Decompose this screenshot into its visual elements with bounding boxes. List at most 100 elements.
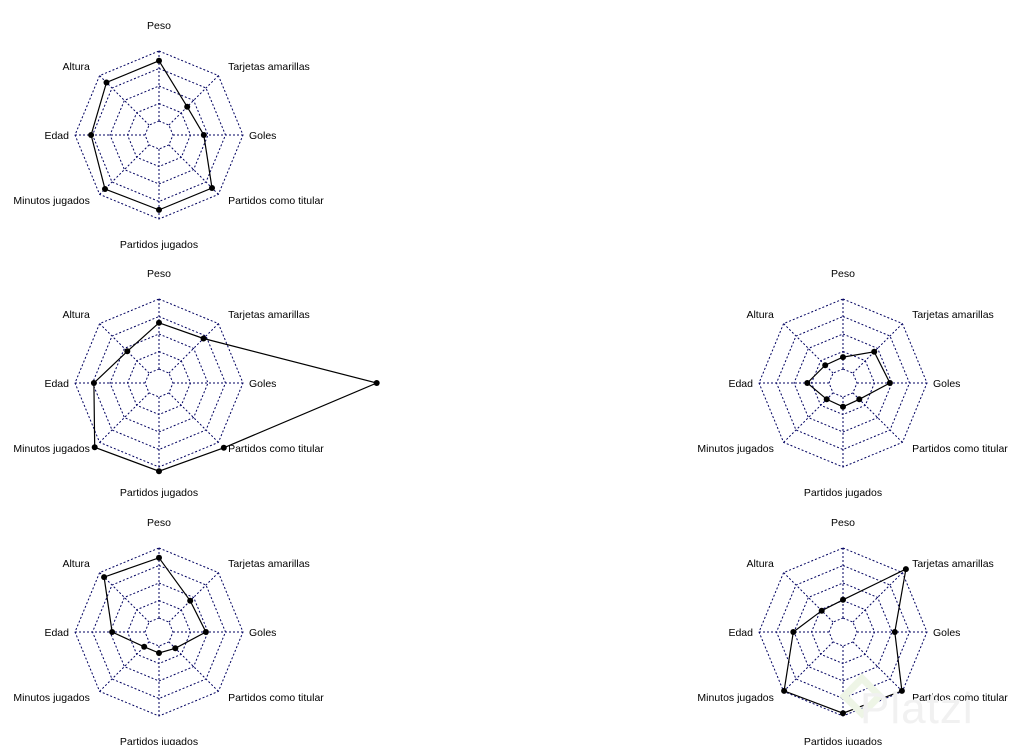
data-point — [202, 629, 209, 635]
grid-ring — [828, 617, 858, 647]
axis-label: Partidos jugados — [804, 736, 882, 745]
data-point — [823, 396, 830, 403]
data-point — [898, 687, 905, 694]
axis-label: Peso — [147, 268, 171, 280]
radar-chart-1: Peso Tarjetas amarillas Goles Partidos como… — [13, 20, 324, 251]
data-point — [109, 629, 116, 635]
axis-label: Partidos jugados — [120, 487, 198, 499]
data-point — [101, 574, 108, 581]
grid-ring — [828, 368, 858, 398]
data-point — [822, 362, 829, 369]
axis-label: Goles — [249, 130, 276, 142]
axis-label: Peso — [147, 20, 171, 32]
data-point — [209, 185, 215, 191]
data-point — [840, 710, 846, 717]
axis-label: Minutos jugados — [13, 195, 89, 207]
axis-label: Tarjetas amarillas — [228, 61, 310, 73]
data-point — [156, 554, 162, 561]
radar-chart-4: Peso Tarjetas amarillas Goles Partidos como… — [697, 268, 1008, 499]
data-point — [103, 79, 110, 86]
data-point — [220, 444, 227, 451]
axis-label: Peso — [147, 517, 171, 529]
data-point — [172, 645, 179, 652]
axis-label: Edad — [44, 627, 69, 639]
axis-label: Partidos como titular — [228, 195, 324, 207]
axis-label: Peso — [831, 268, 855, 280]
axis-label: Partidos como titular — [228, 692, 324, 704]
axis-label: Goles — [933, 378, 960, 390]
grid-ring — [793, 333, 893, 433]
axis-label: Partidos como titular — [228, 443, 324, 455]
radar-chart-5: Peso Tarjetas amarillas Goles Partidos como… — [697, 517, 1008, 745]
radar-chart-3: Peso Tarjetas amarillas Goles Partidos como… — [13, 517, 324, 745]
data-point — [200, 132, 207, 138]
data-point — [818, 607, 825, 614]
axis-label: Tarjetas amarillas — [228, 309, 310, 321]
data-point — [200, 335, 207, 342]
data-point — [156, 319, 162, 326]
data-point — [891, 629, 898, 635]
axis-label: Minutos jugados — [697, 692, 773, 704]
axis-label: Altura — [62, 558, 90, 570]
data-point — [856, 396, 863, 403]
axis-label: Goles — [249, 627, 276, 639]
data-point — [141, 643, 148, 650]
data-point — [156, 650, 162, 656]
data-point — [790, 629, 797, 635]
data-point — [871, 348, 878, 355]
grid-ring — [109, 582, 209, 682]
grid-ring — [144, 368, 174, 398]
axis-label: Goles — [249, 378, 276, 390]
data-point — [840, 596, 846, 603]
data-point — [184, 103, 191, 110]
data-series-line — [103, 557, 207, 654]
data-point — [156, 206, 162, 213]
axis-label: Partidos jugados — [120, 736, 198, 745]
axis-label: Altura — [62, 309, 90, 321]
axis-label: Partidos como titular — [912, 692, 1008, 704]
axis-label: Minutos jugados — [697, 443, 773, 455]
data-point — [902, 566, 909, 573]
axis-label: Tarjetas amarillas — [228, 558, 310, 570]
axis-label: Edad — [728, 627, 753, 639]
axis-label: Partidos jugados — [120, 239, 198, 251]
data-point — [124, 348, 131, 355]
axis-label: Partidos como titular — [912, 443, 1008, 455]
grid-ring — [144, 617, 174, 647]
data-series-line — [806, 351, 891, 408]
data-point — [804, 380, 811, 386]
data-point — [187, 597, 194, 604]
data-point — [156, 468, 162, 475]
data-point — [840, 403, 846, 410]
axis-label: Edad — [728, 378, 753, 390]
grid-ring — [793, 582, 893, 682]
axis-label: Peso — [831, 517, 855, 529]
axis-label: Altura — [62, 61, 90, 73]
data-point — [886, 380, 893, 386]
axis-label: Altura — [746, 558, 774, 570]
data-point — [88, 132, 95, 138]
grid-ring — [109, 85, 209, 185]
data-point — [90, 380, 97, 386]
data-point — [91, 444, 98, 451]
data-point — [373, 380, 380, 386]
data-point — [781, 687, 788, 694]
axis-label: Partidos jugados — [804, 487, 882, 499]
data-point — [840, 354, 846, 361]
axis-label: Tarjetas amarillas — [912, 309, 994, 321]
data-series-line — [783, 568, 907, 714]
axis-label: Minutos jugados — [13, 692, 89, 704]
axis-label: Tarjetas amarillas — [912, 558, 994, 570]
axis-label: Altura — [746, 309, 774, 321]
axis-label: Edad — [44, 130, 69, 142]
axis-label: Minutos jugados — [13, 443, 89, 455]
axis-label: Edad — [44, 378, 69, 390]
grid-ring — [109, 333, 209, 433]
grid-ring — [144, 120, 174, 150]
data-point — [156, 57, 162, 64]
axis-label: Goles — [933, 627, 960, 639]
data-point — [102, 186, 108, 192]
radar-chart-2: Peso Tarjetas amarillas Goles Partidos como… — [13, 268, 380, 499]
